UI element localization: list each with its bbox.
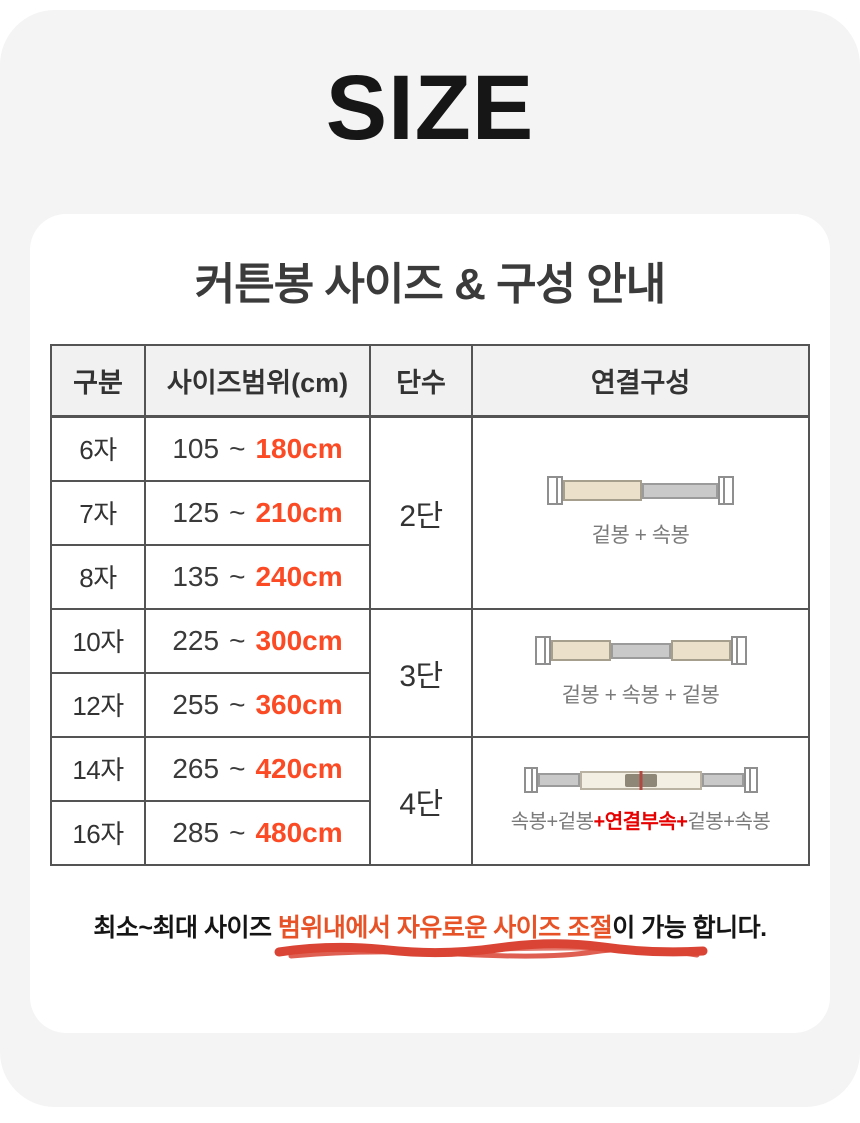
note-prefix: 최소~최대 사이즈: [93, 913, 278, 942]
size-table: 구분 사이즈범위(cm) 단수 연결구성 6자 105 ~180cm 2단: [50, 343, 810, 866]
rod-endcap-icon: [534, 636, 551, 666]
rod-endcap-icon: [718, 476, 734, 506]
table-row: 7자 125 ~210cm: [50, 479, 809, 546]
card-title: 커튼봉 사이즈 & 구성 안내: [194, 260, 666, 309]
header-category: 구분: [50, 343, 146, 418]
row-label: 16자: [50, 799, 146, 866]
size-max: 480cm: [255, 816, 343, 848]
size-min: 255: [172, 688, 220, 720]
stage-cell-4dan: 4단: [369, 735, 473, 866]
outer-pole-segment: [563, 480, 642, 502]
row-label: 8자: [50, 543, 146, 610]
size-max: 420cm: [255, 752, 343, 784]
table-row: 8자 135 ~240cm: [50, 543, 809, 610]
size-max: 180cm: [255, 432, 343, 464]
row-label: 10자: [50, 607, 146, 674]
header-composition: 연결구성: [471, 343, 810, 418]
rod-endcap-icon: [743, 767, 758, 794]
rod-endcap-icon: [523, 767, 538, 794]
rod-endcap-icon: [547, 476, 563, 506]
size-min: 135: [172, 560, 220, 592]
tilde: ~: [229, 752, 246, 784]
tilde: ~: [229, 816, 246, 848]
rod-illustration: [547, 476, 734, 506]
tilde: ~: [229, 560, 246, 592]
row-size-range: 125 ~210cm: [144, 479, 371, 546]
size-note: 최소~최대 사이즈 범위내에서 자유로운 사이즈 조절이 가능 합니다.: [30, 908, 830, 959]
composition-cell-3dan: 겉봉 + 속봉 + 겉봉: [471, 607, 810, 738]
size-guide-card: 커튼봉 사이즈 & 구성 안내 구분 사이즈범위(cm) 단수 연결구성 6자 …: [30, 214, 830, 1033]
size-min: 105: [172, 432, 220, 464]
composition-cell-4dan: 속봉+겉봉+연결부속+겉봉+속봉: [471, 735, 810, 866]
size-max: 240cm: [255, 560, 343, 592]
row-size-range: 105 ~180cm: [144, 415, 371, 482]
inner-pole-segment: [642, 482, 718, 499]
inner-pole-segment: [701, 773, 744, 788]
tilde: ~: [229, 496, 246, 528]
tilde: ~: [229, 432, 246, 464]
rod-illustration: [534, 636, 747, 666]
row-label: 6자: [50, 415, 146, 482]
composition-cell-2dan: 겉봉 + 속봉: [471, 415, 810, 610]
inner-pole-segment: [610, 642, 671, 659]
rod-endcap-icon: [730, 636, 747, 666]
row-label: 12자: [50, 671, 146, 738]
header-row: 구분 사이즈범위(cm) 단수 연결구성: [50, 343, 810, 418]
rod-label: 겉봉 + 속봉 + 겉봉: [561, 684, 720, 708]
rod-label: 속봉+겉봉+연결부속+겉봉+속봉: [511, 805, 771, 834]
tilde: ~: [229, 688, 246, 720]
size-max: 210cm: [255, 496, 343, 528]
size-min: 285: [172, 816, 220, 848]
size-max: 360cm: [255, 688, 343, 720]
size-table-header: 구분 사이즈범위(cm) 단수 연결구성: [50, 343, 810, 418]
stage-cell-3dan: 3단: [369, 607, 473, 738]
size-min: 265: [172, 752, 220, 784]
row-label: 14자: [50, 735, 146, 802]
size-min: 225: [172, 624, 220, 656]
section-title: SIZE: [325, 57, 535, 159]
joint-marker-icon: [639, 770, 642, 790]
header-size-range: 사이즈범위(cm): [144, 343, 371, 418]
size-section-panel: SIZE 커튼봉 사이즈 & 구성 안내 구분 사이즈범위(cm) 단수 연결구…: [0, 10, 860, 1107]
table-row: 12자 255 ~360cm: [50, 671, 809, 738]
table-row: 10자 225 ~300cm 3단: [50, 607, 810, 738]
tilde: ~: [229, 624, 246, 656]
row-size-range: 135 ~240cm: [144, 543, 371, 610]
size-min: 125: [172, 496, 220, 528]
rod-label: 겉봉 + 속봉: [591, 524, 690, 548]
table-row: 14자 265 ~420cm 4단: [50, 735, 810, 866]
outer-pole-segment: [579, 770, 702, 790]
red-underline-scribble-icon: [274, 938, 708, 959]
header-stages: 단수: [369, 343, 473, 418]
row-size-range: 255 ~360cm: [144, 671, 371, 738]
table-row: 6자 105 ~180cm 2단 겉봉: [50, 415, 810, 610]
size-max: 300cm: [255, 624, 343, 656]
rod-label-connector: +연결부속+: [593, 811, 688, 834]
row-label: 7자: [50, 479, 146, 546]
rod-diagram-4dan: 속봉+겉봉+연결부속+겉봉+속봉: [473, 767, 808, 834]
row-size-range: 225 ~300cm: [144, 607, 371, 674]
rod-label-right: 겉봉+속봉: [687, 811, 771, 834]
note-highlight: 범위내에서 자유로운 사이즈 조절: [277, 913, 613, 942]
outer-pole-segment: [670, 640, 731, 662]
stage-cell-2dan: 2단: [369, 415, 473, 610]
inner-pole-segment: [537, 773, 580, 788]
outer-pole-segment: [550, 640, 611, 662]
row-size-range: 265 ~420cm: [144, 735, 371, 802]
row-size-range: 285 ~480cm: [144, 799, 371, 866]
rod-label-left: 속봉+겉봉: [510, 811, 594, 834]
rod-illustration: [523, 767, 758, 794]
rod-diagram-2dan: 겉봉 + 속봉: [473, 476, 808, 549]
rod-diagram-3dan: 겉봉 + 속봉 + 겉봉: [473, 636, 808, 709]
note-suffix: 이 가능 합니다.: [612, 913, 767, 942]
table-row: 16자 285 ~480cm: [50, 799, 809, 866]
